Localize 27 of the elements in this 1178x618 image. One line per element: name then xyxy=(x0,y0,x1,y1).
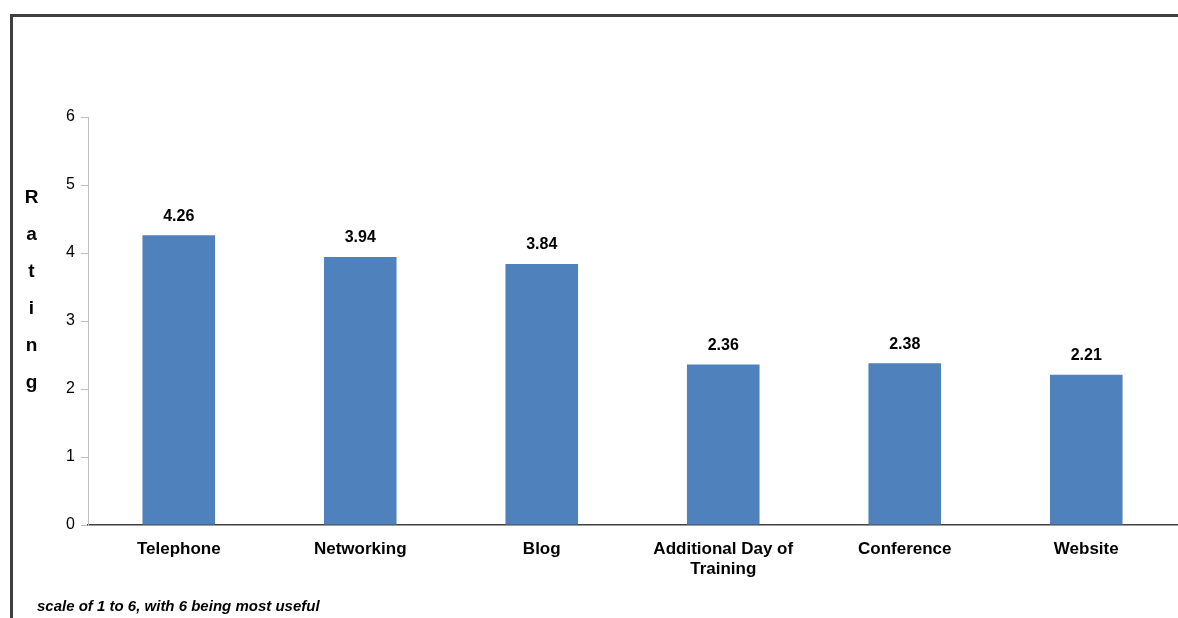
y-tick-label: 1 xyxy=(66,447,76,465)
bar xyxy=(505,263,579,525)
y-tick-label: 0 xyxy=(66,515,76,533)
data-label: 3.84 xyxy=(526,235,558,253)
y-tick-label: 4 xyxy=(66,243,76,261)
bar xyxy=(1049,374,1123,525)
bar xyxy=(868,363,942,525)
x-tick-label: Website xyxy=(1053,538,1119,558)
y-tick-label: 2 xyxy=(66,379,76,397)
x-tick-label: Conference xyxy=(857,538,952,558)
x-tick-label: Networking xyxy=(313,538,407,558)
x-tick-label: Blog xyxy=(522,538,561,558)
bar xyxy=(686,364,760,525)
text: scale of 1 to 6, with 6 being most useful xyxy=(37,597,320,614)
data-label: 2.36 xyxy=(707,335,739,353)
bar xyxy=(142,235,216,525)
y-tick-label: 5 xyxy=(66,175,76,193)
x-tick-label: Additional Day of Training xyxy=(653,538,794,579)
x-tick-label: Telephone xyxy=(136,538,221,558)
y-axis-title: Rating xyxy=(20,186,42,408)
data-label: 4.26 xyxy=(163,206,195,224)
data-label: 2.21 xyxy=(1070,346,1102,364)
data-label: 3.94 xyxy=(344,228,376,246)
y-tick-label: 6 xyxy=(66,107,76,125)
bar xyxy=(323,257,397,525)
y-tick-label: 3 xyxy=(66,311,76,329)
data-label: 2.38 xyxy=(889,334,921,352)
